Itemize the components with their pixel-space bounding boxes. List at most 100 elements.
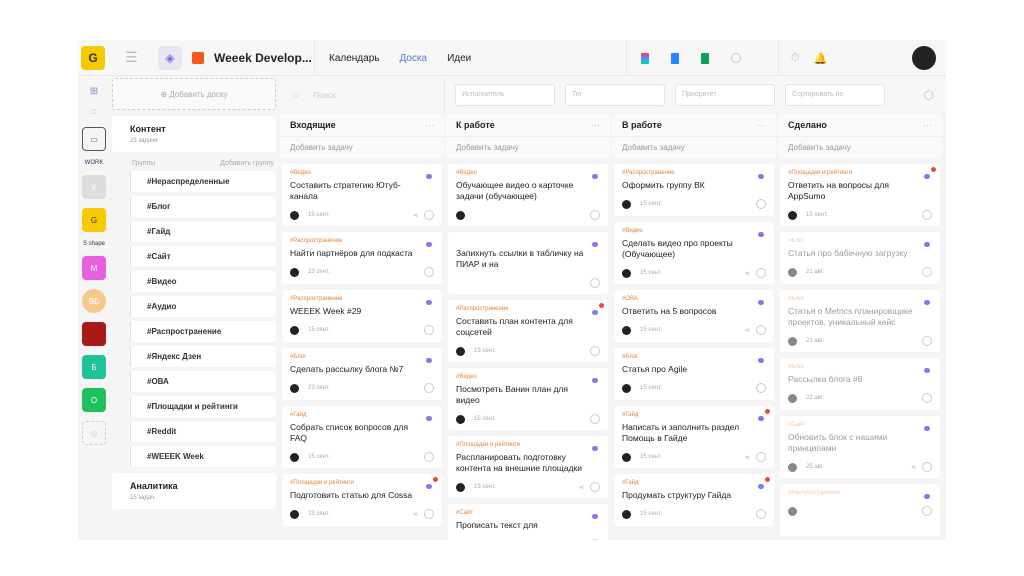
task-card[interactable]: #Видео Составить стратегию Ютуб-канала 1… [282, 164, 442, 226]
complete-checkbox[interactable] [590, 539, 600, 540]
assignee-avatar[interactable] [290, 452, 299, 462]
group-item[interactable]: #Гайд [130, 221, 276, 242]
board-item-analytics[interactable]: Аналитика 15 задач [112, 473, 276, 509]
task-card[interactable]: #Блог Статья про Agile 15 сент. [614, 348, 774, 400]
priority-icon[interactable] [758, 416, 764, 421]
priority-icon[interactable] [758, 232, 764, 237]
complete-checkbox[interactable] [756, 268, 766, 278]
assignee-avatar[interactable] [456, 539, 465, 540]
assignee-avatar[interactable] [788, 210, 797, 220]
group-item[interactable]: #Яндекс Дзен [130, 346, 276, 367]
search-icon[interactable]: ○ [90, 106, 98, 118]
task-card[interactable]: #Гайд Продумать структуру Гайда 15 сент. [614, 474, 774, 526]
complete-checkbox[interactable] [590, 414, 600, 424]
complete-checkbox[interactable] [424, 210, 434, 220]
task-card[interactable]: #Площадки и рейтинги Распланировать подг… [448, 436, 608, 498]
priority-icon[interactable] [592, 514, 598, 519]
figma-icon[interactable] [641, 52, 649, 64]
complete-checkbox[interactable] [922, 462, 932, 472]
task-card[interactable]: #Распространение Оформить группу ВК 15 с… [614, 164, 774, 216]
task-card[interactable]: #Площадки и рейтинги Подготовить статью … [282, 474, 442, 526]
complete-checkbox[interactable] [424, 452, 434, 462]
timer-icon[interactable]: ⏱ [791, 51, 800, 64]
share-icon[interactable]: ⋖ [412, 212, 418, 219]
priority-icon[interactable] [924, 368, 930, 373]
share-icon[interactable]: ⋖ [744, 454, 750, 461]
assignee-avatar[interactable] [622, 268, 631, 278]
complete-checkbox[interactable] [756, 509, 766, 519]
assignee-avatar[interactable] [788, 267, 797, 277]
task-card[interactable]: #Блог Статья про бабечную загрузку 21 ав… [780, 232, 940, 284]
priority-icon[interactable] [924, 300, 930, 305]
assignee-avatar[interactable] [456, 346, 465, 356]
workspace-item[interactable]: М [82, 256, 106, 280]
workspace-logo[interactable]: G [81, 45, 105, 70]
add-workspace-icon[interactable]: ◎ [82, 421, 106, 445]
assignee-avatar[interactable] [456, 210, 465, 220]
task-card[interactable]: #Видео Посмотреть Ванин план для видео 1… [448, 368, 608, 430]
menu-icon[interactable]: ☰ [125, 49, 138, 65]
group-item[interactable]: #WEEEK Week [130, 446, 276, 467]
priority-icon[interactable] [924, 174, 930, 179]
priority-icon[interactable] [592, 378, 598, 383]
task-card[interactable]: #Сайт Обновить блок с нашими принципами … [780, 416, 940, 478]
sheets-icon[interactable] [701, 52, 709, 64]
priority-icon[interactable] [758, 300, 764, 305]
dashboard-icon[interactable]: ⊞ [89, 86, 99, 97]
assignee-avatar[interactable] [622, 325, 631, 335]
share-icon[interactable]: ⋖ [744, 327, 750, 334]
group-item[interactable]: #Распространение [130, 321, 276, 342]
priority-icon[interactable] [426, 358, 432, 363]
task-card[interactable]: #Видео Обучающее видео о карточке задачи… [448, 164, 608, 226]
user-avatar[interactable] [912, 46, 936, 70]
tag-filter[interactable]: Тег [565, 84, 665, 106]
more-icon[interactable]: ··· [425, 120, 434, 130]
complete-checkbox[interactable] [756, 199, 766, 209]
complete-checkbox[interactable] [922, 210, 932, 220]
more-icon[interactable]: ··· [923, 120, 932, 130]
more-icon[interactable]: ··· [591, 120, 600, 130]
tab-ideas[interactable]: Идеи [447, 52, 472, 64]
add-group-button[interactable]: Добавить группу [220, 160, 274, 167]
task-card[interactable]: #Блог Рассылка блога #8 22 авг. [780, 358, 940, 410]
priority-icon[interactable] [924, 494, 930, 499]
complete-checkbox[interactable] [756, 325, 766, 335]
priority-icon[interactable] [426, 484, 432, 489]
complete-checkbox[interactable] [424, 267, 434, 277]
complete-checkbox[interactable] [922, 267, 932, 277]
complete-checkbox[interactable] [590, 278, 600, 288]
complete-checkbox[interactable] [590, 482, 600, 492]
assignee-avatar[interactable] [622, 509, 631, 519]
assignee-avatar[interactable] [290, 509, 299, 519]
task-card[interactable]: #Распространение Найти партнёров для под… [282, 232, 442, 284]
task-card[interactable]: #Гайд Написать и заполнить раздел Помощь… [614, 406, 774, 468]
priority-icon[interactable] [592, 310, 598, 315]
complete-checkbox[interactable] [922, 506, 932, 516]
complete-checkbox[interactable] [424, 383, 434, 393]
tab-board[interactable]: Доска [399, 52, 428, 64]
task-card[interactable]: #Распространение Составить план контента… [448, 300, 608, 362]
assignee-avatar[interactable] [290, 210, 299, 220]
notifications-icon[interactable]: 🔔 [813, 52, 828, 65]
assignee-avatar[interactable] [290, 325, 299, 335]
boards-icon[interactable]: ▭ [82, 127, 106, 151]
workspace-item[interactable] [82, 322, 106, 346]
sort-select[interactable]: Сортировать по [785, 84, 885, 106]
task-card[interactable]: #Блог Статья о Metrics планировщике прое… [780, 290, 940, 352]
add-task-button[interactable]: Добавить задачу [280, 136, 444, 158]
task-card[interactable]: #Гайд Собрать список вопросов для FAQ 15… [282, 406, 442, 468]
priority-icon[interactable] [592, 174, 598, 179]
board-item-content[interactable]: Контент 23 задачи [112, 116, 276, 152]
workspace-item[interactable]: О [82, 388, 106, 412]
complete-checkbox[interactable] [590, 210, 600, 220]
more-icon[interactable]: ··· [757, 120, 766, 130]
priority-filter[interactable]: Приоритет [675, 84, 775, 106]
workspace-item[interactable]: G [82, 208, 106, 232]
docs-icon[interactable] [671, 52, 679, 64]
group-item[interactable]: #Видео [130, 271, 276, 292]
layers-icon[interactable]: ◈ [158, 46, 182, 70]
assignee-avatar[interactable] [290, 383, 299, 393]
workspace-item[interactable]: WORK [84, 160, 104, 166]
priority-icon[interactable] [592, 242, 598, 247]
assignee-avatar[interactable] [788, 336, 797, 346]
